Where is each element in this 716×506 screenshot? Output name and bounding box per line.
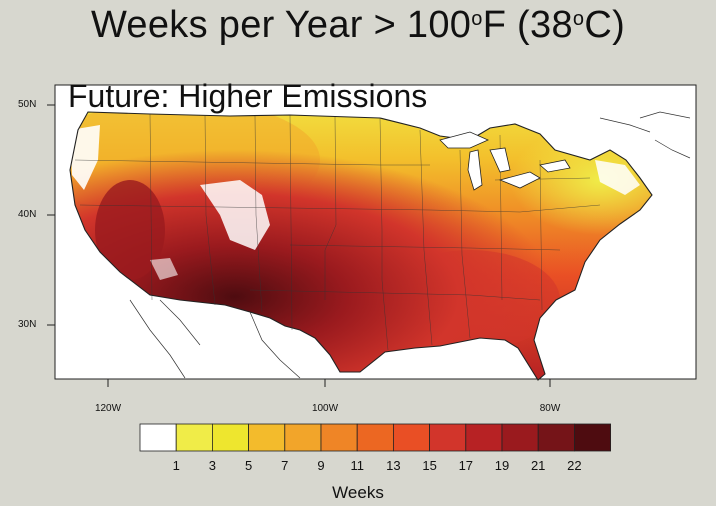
colorbar-tick: 17 <box>458 458 474 473</box>
lon-label-80w: 80W <box>539 403 561 414</box>
lon-label-100w: 100W <box>311 403 339 414</box>
colorbar-swatch <box>429 423 467 452</box>
colorbar-swatch <box>392 423 430 452</box>
colorbar-tick: 21 <box>530 458 546 473</box>
colorbar-swatch <box>465 423 503 452</box>
colorbar-swatch <box>320 423 358 452</box>
colorbar-swatch <box>537 423 575 452</box>
colorbar-swatch <box>175 423 213 452</box>
lon-label-120w: 120W <box>94 403 122 414</box>
colorbar-tick: 11 <box>350 458 364 473</box>
colorbar-swatch <box>356 423 394 452</box>
colorbar-tick: 22 <box>567 458 582 473</box>
colorbar-tick: 15 <box>422 458 437 473</box>
lat-label-50n: 50N <box>18 99 37 110</box>
colorbar-swatch <box>139 423 177 452</box>
colorbar-swatch <box>501 423 539 452</box>
map-title: Weeks per Year > 100oF (38oC) <box>90 4 626 46</box>
colorbar-tick: 13 <box>386 458 401 473</box>
great-lakes <box>439 131 571 191</box>
outside-coast <box>129 111 691 379</box>
colorbar-swatch <box>211 423 249 452</box>
lat-label-30n: 30N <box>18 319 37 330</box>
colorbar-label: Weeks <box>332 483 384 502</box>
colorbar-tick: 7 <box>281 458 289 473</box>
state-lines <box>74 113 601 351</box>
us-outline <box>69 111 653 381</box>
colorbar-swatch <box>574 423 612 452</box>
colorbar-tick: 9 <box>317 458 325 473</box>
axis-ticks <box>47 104 551 387</box>
colorbar-tick: 1 <box>172 458 180 473</box>
colorbar-swatch <box>248 423 286 452</box>
map-subtitle: Future: Higher Emissions <box>68 78 428 114</box>
lat-label-40n: 40N <box>18 209 37 220</box>
colorbar-tick: 19 <box>494 458 510 473</box>
colorbar-swatch <box>284 423 322 452</box>
colorbar <box>139 423 612 452</box>
colorbar-tick: 5 <box>244 458 253 473</box>
colorbar-tick: 3 <box>208 458 216 473</box>
